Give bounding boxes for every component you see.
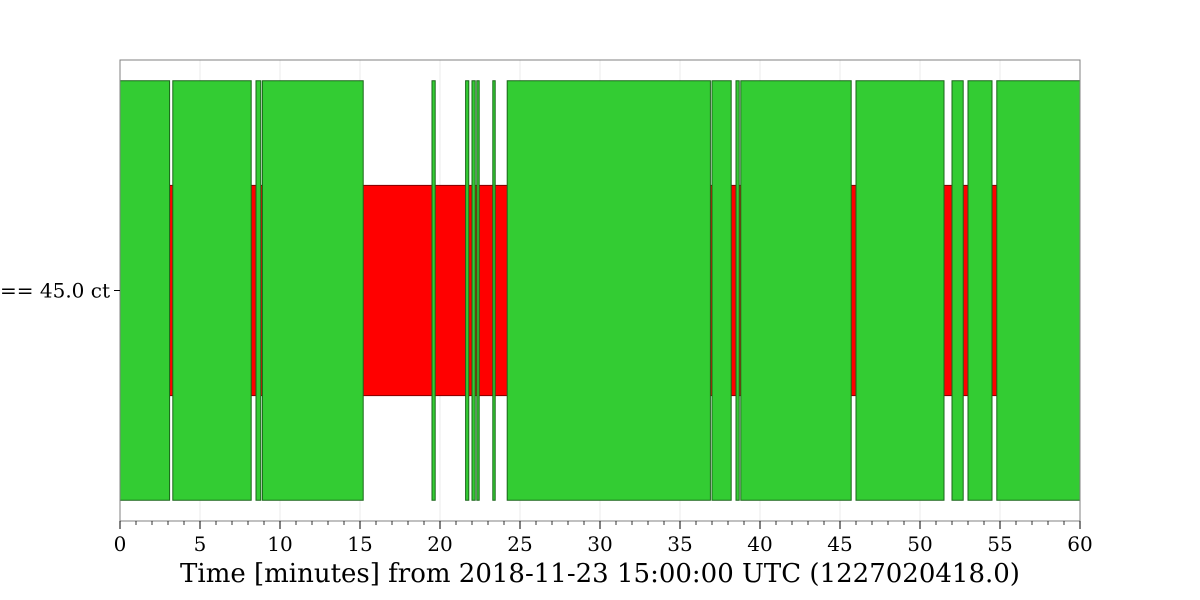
active-segment	[711, 80, 732, 501]
y-axis-ticks: == 45.0 ct	[0, 279, 120, 303]
y-tick-label: == 45.0 ct	[0, 279, 110, 303]
active-segments	[119, 80, 1081, 501]
active-segment	[119, 80, 171, 501]
x-tick-label: 0	[114, 532, 127, 556]
x-tick-label: 55	[987, 532, 1012, 556]
active-segment	[967, 80, 993, 501]
active-segment	[255, 80, 262, 501]
x-tick-label: 15	[347, 532, 372, 556]
active-segment	[996, 80, 1081, 501]
active-segment	[261, 80, 364, 501]
x-tick-label: 30	[587, 532, 612, 556]
active-segment	[172, 80, 252, 501]
active-segment	[471, 80, 476, 501]
active-segment	[855, 80, 945, 501]
x-tick-label: 45	[827, 532, 852, 556]
x-tick-label: 50	[907, 532, 932, 556]
active-segment	[740, 80, 852, 501]
x-tick-label: 5	[194, 532, 207, 556]
active-segment	[465, 80, 470, 501]
x-tick-label: 10	[267, 532, 292, 556]
active-segment	[735, 80, 740, 501]
x-axis-ticks: 0 5 10 15 20 25 30 35 40 45 50 55 60	[114, 521, 1093, 556]
x-tick-label: 20	[427, 532, 452, 556]
x-tick-label: 40	[747, 532, 772, 556]
active-segment	[476, 80, 480, 501]
x-axis-label: Time [minutes] from 2018-11-23 15:00:00 …	[180, 559, 1020, 589]
active-segment	[492, 80, 496, 501]
active-segment	[431, 80, 436, 501]
x-tick-label: 25	[507, 532, 532, 556]
x-tick-label: 60	[1067, 532, 1092, 556]
x-tick-label: 35	[667, 532, 692, 556]
active-segment	[506, 80, 711, 501]
active-segment	[951, 80, 964, 501]
